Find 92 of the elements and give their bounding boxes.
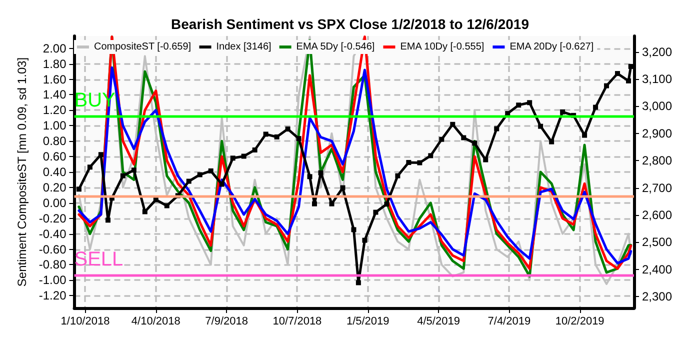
y2-tick-label: 2,800 [642,154,672,168]
y2-tick-label: 2,500 [642,235,672,250]
point [604,83,610,88]
point [494,126,500,132]
point [142,209,148,214]
y-axis-title: Sentiment CompositeST [mn 0.09, sd 1.03] [15,57,29,287]
x-tick-label: 4/5/2019 [417,316,460,328]
point [219,182,224,187]
point [307,174,312,180]
y-tick-label: 0.00 [42,196,67,210]
legend-label: CompositeST [-0.659] [94,42,192,52]
point [329,201,334,206]
point [351,227,356,232]
x-tick-label: 1/10/2018 [60,316,110,328]
y2-tick-label: 2,900 [642,126,672,140]
legend-label: EMA 20Dy [-0.627] [510,42,594,52]
point [582,132,588,138]
y2-tick-label: 3,100 [642,72,672,86]
x-tick-label: 7/9/2018 [205,316,248,328]
y2-tick-label: 3,000 [642,99,672,114]
point [285,126,290,132]
point [615,71,620,76]
point [318,170,324,176]
point [131,168,136,173]
point [628,64,634,69]
x-tick-label: 10/2/2019 [555,316,604,328]
point [538,124,544,129]
x-tick-label: 4/10/2018 [131,316,180,328]
point [450,122,456,127]
y-tick-label: -0.40 [38,226,67,241]
point [98,152,104,158]
point [362,238,368,243]
y-tick-label: 0.80 [42,134,67,148]
point [439,136,444,142]
point [252,147,258,152]
point [406,160,412,165]
y-tick-label: -0.20 [38,211,67,226]
x-tick-label: 7/4/2019 [488,316,531,328]
y2-tick-label: 2,600 [642,208,672,222]
point [208,168,214,174]
y2-tick-label: 3,200 [642,44,672,59]
point [274,134,280,140]
point [296,136,302,142]
y-tick-label: 1.60 [42,72,67,86]
point [560,109,566,114]
y2-tick-label: 2,300 [642,290,672,304]
legend-label: EMA 10Dy [-0.555] [400,42,484,52]
x-tick-label: 1/5/2019 [346,316,390,328]
legend-label: EMA 5Dy [-0.546] [296,42,375,52]
y-tick-label: -0.60 [38,242,67,256]
point [241,154,246,159]
y-tick-label: 0.20 [42,180,67,194]
point [417,160,422,166]
point [461,135,466,140]
point [428,153,434,158]
point [76,186,82,192]
point [164,203,170,208]
point [312,201,317,206]
y-tick-label: 2.00 [42,41,67,56]
point [549,139,554,144]
point [120,173,126,178]
point [626,78,632,84]
point [197,172,202,178]
point [373,210,378,215]
point [395,173,400,178]
y-tick-label: 1.80 [42,56,67,71]
y-tick-label: -1.00 [38,273,67,288]
point [593,104,598,110]
y-tick-label: 0.40 [42,165,67,179]
point [356,280,361,286]
point [87,164,92,170]
point [263,132,268,137]
chart-title: Bearish Sentiment vs SPX Close 1/2/2018 to 12/6/2019 [171,16,530,32]
point [472,140,478,146]
y-tick-label: 0.60 [42,150,67,164]
point [230,156,236,161]
y-tick-label: 1.40 [42,88,67,102]
y-tick-label: -1.20 [38,288,67,303]
point [516,102,522,108]
y-tick-label: 1.00 [42,118,67,133]
point [527,100,532,106]
point [384,202,390,207]
y2-tick-label: 2,400 [642,262,672,276]
point [106,218,111,223]
x-tick-label: 10/7/2018 [272,316,322,328]
point [483,157,488,162]
point [340,185,346,190]
legend-label: Index [3146] [216,42,272,52]
y2-tick-label: 2,700 [642,180,672,195]
y-tick-label: -0.80 [38,258,67,272]
point [186,178,192,184]
y-tick-label: 1.20 [42,103,67,118]
